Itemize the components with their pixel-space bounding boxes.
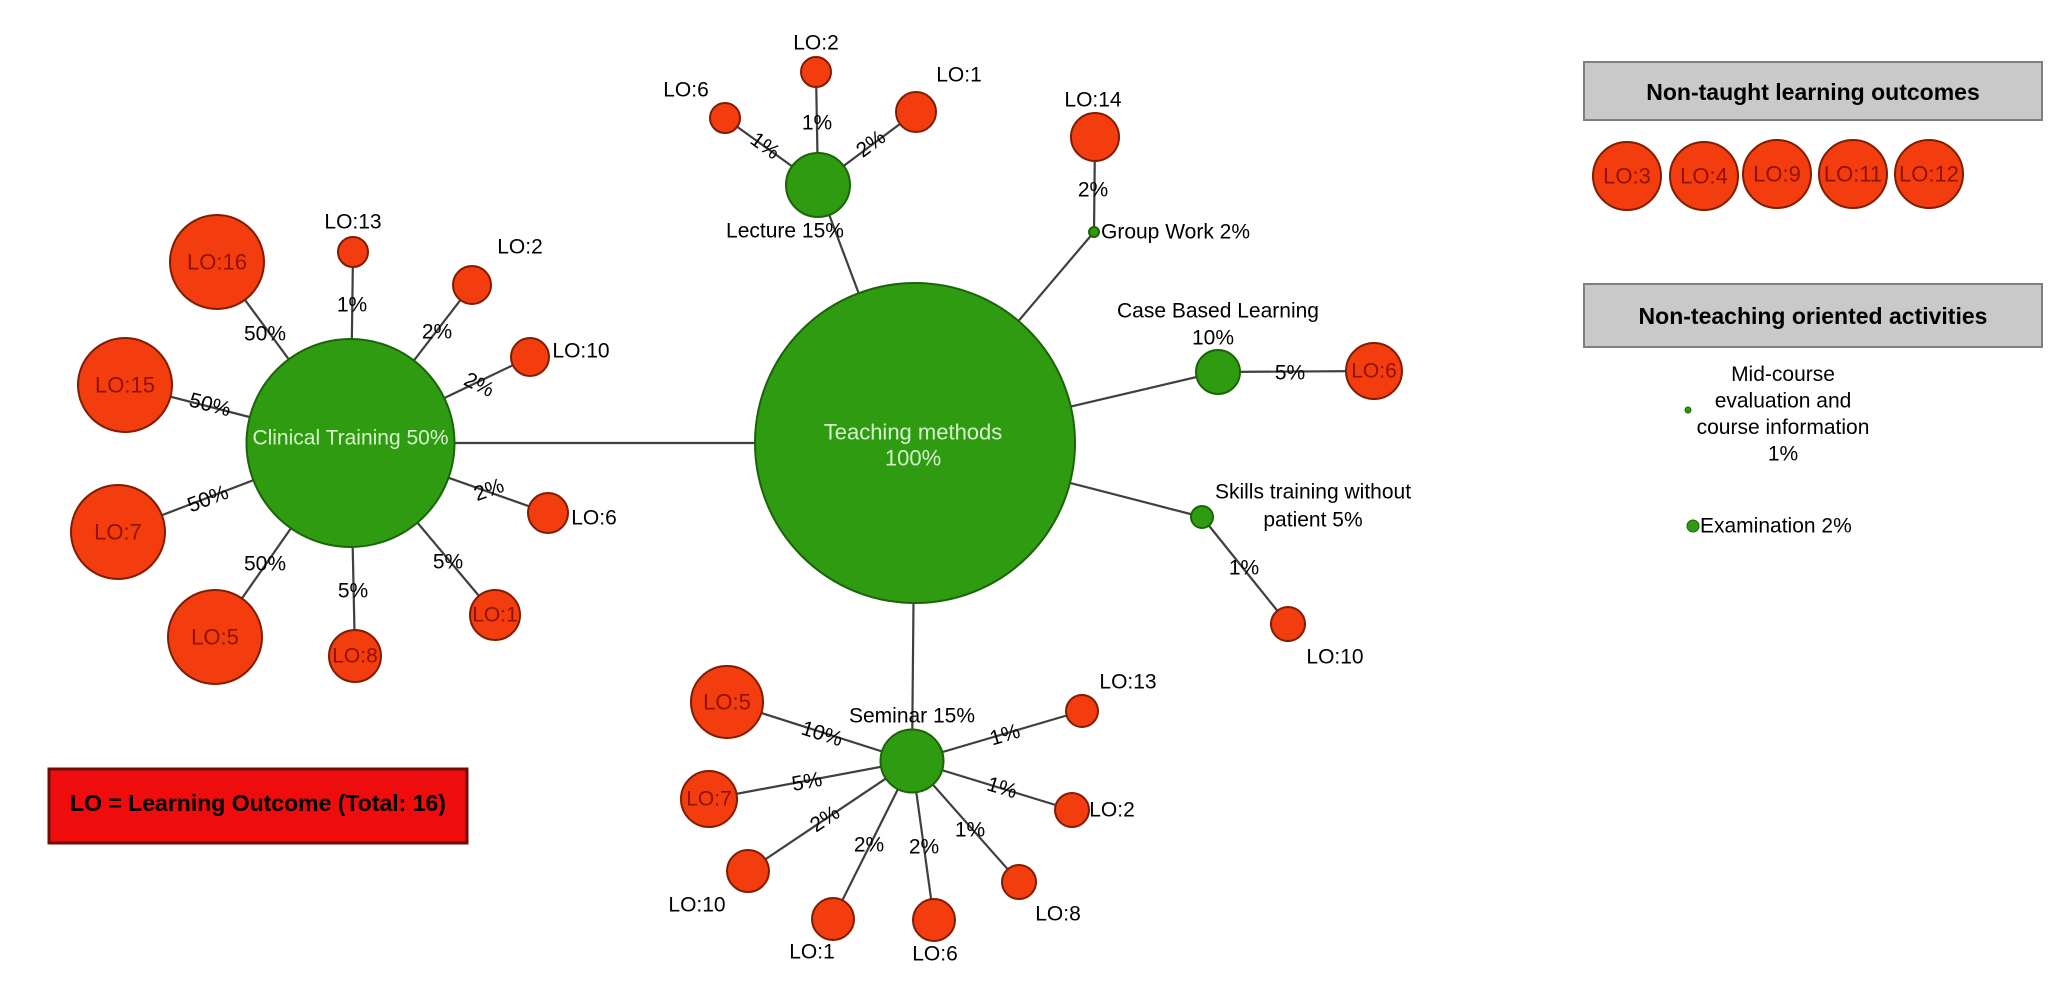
svg-text:2%: 2%: [909, 836, 939, 859]
svg-text:LO:10: LO:10: [552, 340, 609, 363]
svg-text:LO:6: LO:6: [1351, 360, 1397, 383]
svg-text:Examination 2%: Examination 2%: [1700, 515, 1852, 538]
svg-text:LO:13: LO:13: [1099, 671, 1156, 694]
svg-text:5%: 5%: [790, 768, 824, 796]
svg-text:LO:6: LO:6: [663, 79, 709, 102]
svg-text:Non-taught learning outcomes: Non-taught learning outcomes: [1646, 79, 1980, 105]
svg-text:50%: 50%: [244, 553, 286, 576]
svg-text:LO:9: LO:9: [1753, 162, 1801, 187]
svg-text:Mid-course: Mid-course: [1731, 363, 1835, 386]
svg-text:LO:1: LO:1: [472, 604, 518, 627]
svg-text:LO:4: LO:4: [1680, 164, 1728, 189]
svg-text:LO:8: LO:8: [1035, 903, 1081, 926]
svg-text:LO:10: LO:10: [1306, 646, 1363, 669]
svg-text:5%: 5%: [338, 580, 368, 603]
svg-text:LO:2: LO:2: [497, 236, 543, 259]
svg-text:Lecture 15%: Lecture 15%: [726, 220, 844, 243]
svg-text:2%: 2%: [854, 834, 884, 857]
svg-text:2%: 2%: [1078, 179, 1108, 202]
svg-text:LO:11: LO:11: [1824, 162, 1882, 187]
svg-text:LO:16: LO:16: [187, 250, 247, 275]
svg-text:LO:5: LO:5: [191, 625, 239, 650]
svg-text:LO:7: LO:7: [686, 788, 732, 811]
svg-text:LO:7: LO:7: [94, 520, 142, 545]
svg-text:10%: 10%: [1192, 327, 1234, 350]
svg-text:Group Work 2%: Group Work 2%: [1101, 221, 1250, 244]
svg-text:LO:3: LO:3: [1603, 164, 1651, 189]
svg-text:Teaching methods: Teaching methods: [824, 420, 1003, 445]
svg-text:course information: course information: [1697, 416, 1870, 439]
svg-text:LO:8: LO:8: [332, 645, 378, 668]
svg-text:LO:1: LO:1: [936, 64, 982, 87]
svg-text:1%: 1%: [1768, 443, 1798, 466]
svg-text:LO:6: LO:6: [571, 507, 617, 530]
svg-text:Clinical Training 50%: Clinical Training 50%: [252, 427, 448, 450]
svg-text:Seminar 15%: Seminar 15%: [849, 705, 975, 728]
svg-text:LO:1: LO:1: [789, 941, 835, 964]
svg-text:Skills training without: Skills training without: [1215, 481, 1411, 504]
svg-text:5%: 5%: [1275, 362, 1305, 385]
svg-text:LO:10: LO:10: [668, 894, 725, 917]
svg-text:LO:6: LO:6: [912, 943, 958, 966]
svg-text:1%: 1%: [802, 112, 832, 135]
svg-text:LO:12: LO:12: [1899, 162, 1959, 187]
svg-text:1%: 1%: [955, 819, 985, 842]
svg-text:LO = Learning Outcome (Total:: LO = Learning Outcome (Total: 16): [70, 790, 446, 816]
svg-text:Non-teaching oriented activiti: Non-teaching oriented activities: [1639, 303, 1988, 329]
svg-text:LO:15: LO:15: [95, 373, 155, 398]
svg-text:Case Based Learning: Case Based Learning: [1117, 300, 1319, 323]
svg-text:LO:5: LO:5: [703, 690, 751, 715]
svg-text:evaluation and: evaluation and: [1715, 390, 1852, 413]
svg-text:50%: 50%: [244, 323, 286, 346]
svg-text:LO:2: LO:2: [793, 32, 839, 55]
svg-text:LO:13: LO:13: [324, 211, 381, 234]
svg-text:LO:14: LO:14: [1064, 89, 1122, 112]
svg-text:100%: 100%: [885, 446, 941, 471]
svg-text:2%: 2%: [422, 321, 452, 344]
svg-text:5%: 5%: [433, 551, 463, 574]
svg-text:1%: 1%: [1229, 557, 1259, 580]
svg-text:patient 5%: patient 5%: [1263, 509, 1362, 532]
svg-text:LO:2: LO:2: [1089, 799, 1135, 822]
svg-text:1%: 1%: [337, 294, 367, 317]
